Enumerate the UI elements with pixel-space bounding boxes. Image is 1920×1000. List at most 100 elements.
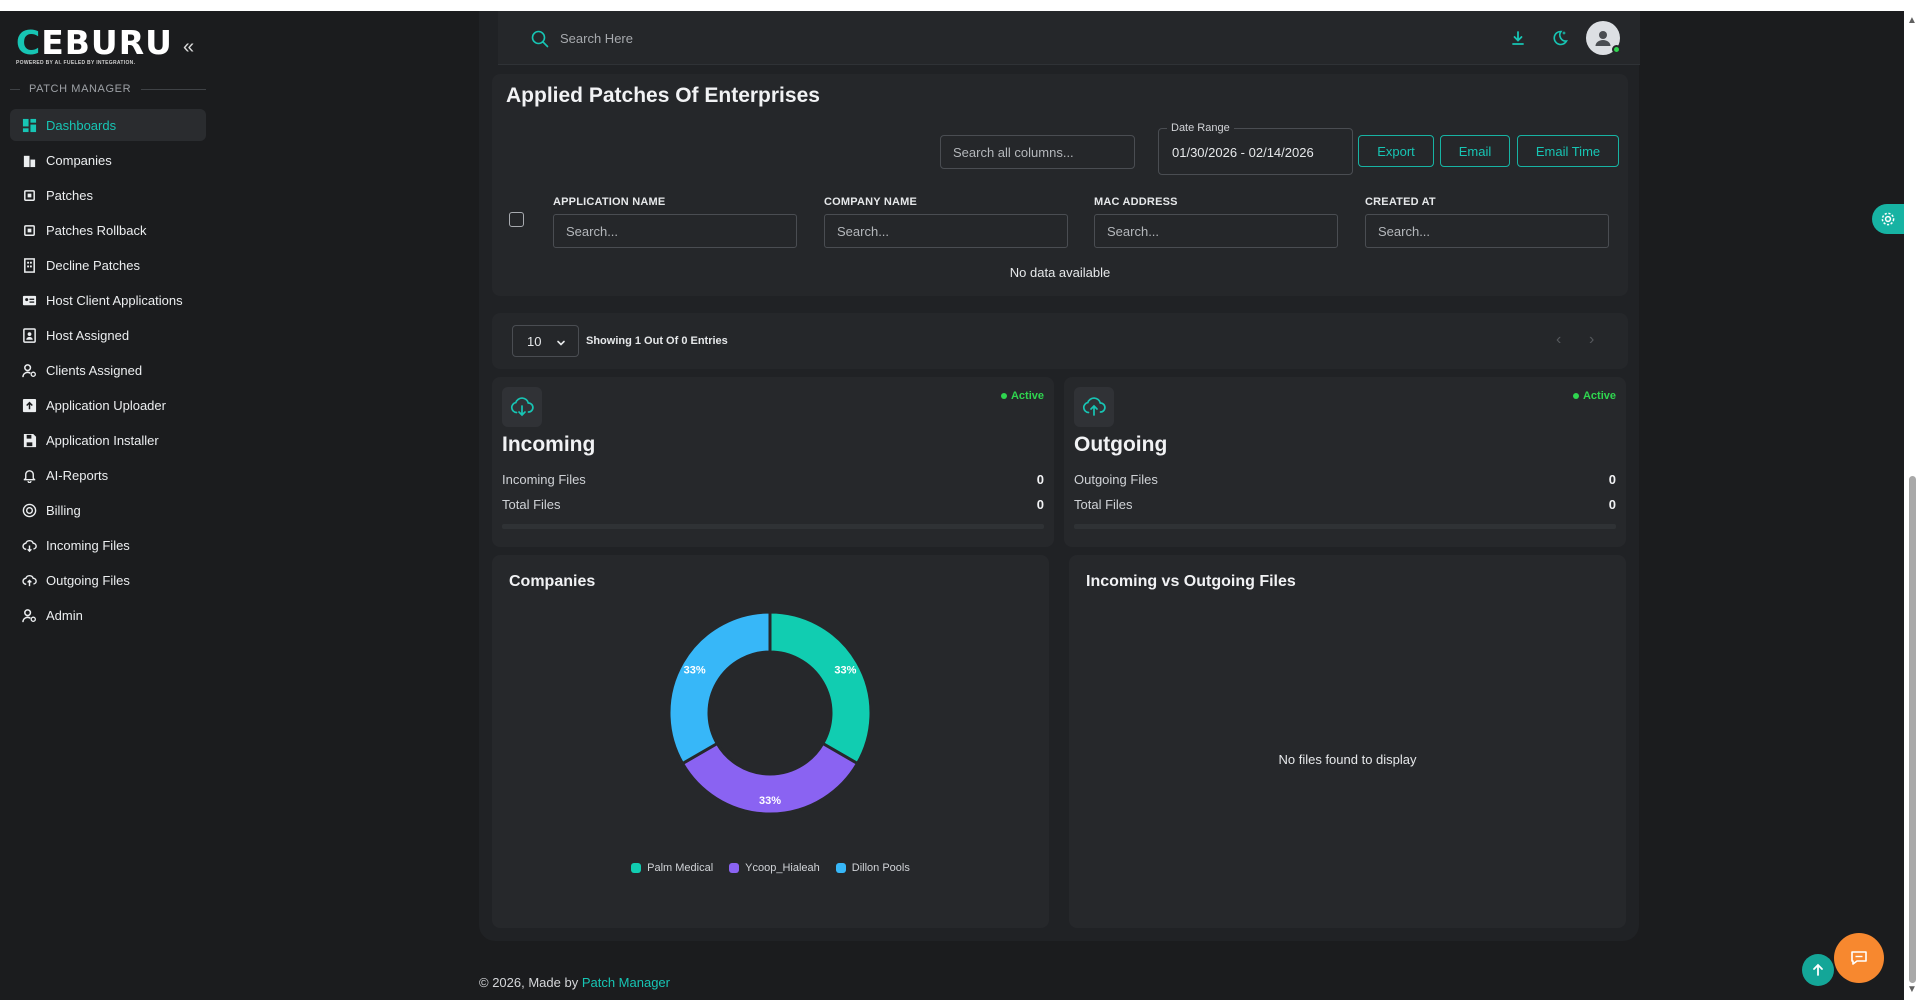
sidebar-item-label: Host Client Applications bbox=[46, 292, 183, 308]
sidebar-item-patches[interactable]: Patches bbox=[10, 179, 206, 211]
sidebar-item-application-installer[interactable]: Application Installer bbox=[10, 424, 206, 456]
chart-title: Incoming vs Outgoing Files bbox=[1086, 573, 1296, 590]
date-range-value: 01/30/2026 - 02/14/2026 bbox=[1172, 145, 1314, 160]
donut-slice-dillon-pools[interactable] bbox=[667, 610, 772, 766]
upload-box-icon bbox=[21, 397, 38, 414]
section-title-text: PATCH MANAGER bbox=[29, 83, 132, 95]
sidebar-item-decline-patches[interactable]: Decline Patches bbox=[10, 249, 206, 281]
column-header-created-at[interactable]: CREATED AT bbox=[1365, 196, 1436, 208]
progress-bar bbox=[1074, 524, 1616, 529]
user-gear-icon bbox=[21, 607, 38, 624]
settings-gear-button[interactable] bbox=[1872, 204, 1904, 234]
logo-tagline: POWERED BY AI. FUELED BY INTEGRATION. bbox=[16, 60, 136, 66]
scroll-thumb[interactable] bbox=[1909, 476, 1916, 983]
sidebar-item-dashboards[interactable]: Dashboards bbox=[10, 109, 206, 141]
scroll-down-arrow[interactable]: ▼ bbox=[1907, 984, 1917, 995]
donut-slice-palm-medical[interactable] bbox=[768, 610, 873, 766]
created-at-filter[interactable] bbox=[1365, 214, 1609, 248]
theme-toggle-icon[interactable] bbox=[1544, 22, 1576, 54]
select-all-checkbox[interactable] bbox=[509, 212, 524, 227]
sidebar-item-label: Admin bbox=[46, 607, 83, 623]
sidebar-item-label: Companies bbox=[46, 152, 112, 168]
company-name-filter[interactable] bbox=[824, 214, 1068, 248]
divider bbox=[10, 88, 20, 90]
empty-chart-message: No files found to display bbox=[1278, 752, 1417, 767]
date-range-picker[interactable]: Date Range 01/30/2026 - 02/14/2026 bbox=[1158, 122, 1353, 175]
sidebar-item-label: Application Installer bbox=[46, 432, 159, 448]
footer: © 2026, Made by Patch Manager bbox=[479, 975, 670, 990]
sidebar-item-patches-rollback[interactable]: Patches Rollback bbox=[10, 214, 206, 246]
grid-icon bbox=[21, 117, 38, 134]
scroll-to-top-button[interactable] bbox=[1802, 954, 1834, 986]
application-name-filter[interactable] bbox=[553, 214, 797, 248]
stat-row-value: 0 bbox=[1036, 472, 1044, 487]
user-gear-icon bbox=[21, 362, 38, 379]
footer-link[interactable]: Patch Manager bbox=[581, 975, 670, 990]
stat-title: Incoming bbox=[502, 433, 596, 456]
legend-item[interactable]: Ycoop_Hialeah bbox=[729, 862, 820, 874]
online-status-dot bbox=[1612, 45, 1621, 54]
column-header-application-name[interactable]: APPLICATION NAME bbox=[553, 196, 666, 208]
sidebar-item-label: Billing bbox=[46, 502, 81, 518]
sidebar-item-application-uploader[interactable]: Application Uploader bbox=[10, 389, 206, 421]
chart-legend: Palm Medical Ycoop_Hialeah Dillon Pools bbox=[492, 862, 1049, 874]
download-icon[interactable] bbox=[1502, 22, 1534, 54]
global-search-input[interactable] bbox=[560, 25, 960, 51]
sidebar-item-incoming-files[interactable]: Incoming Files bbox=[10, 529, 206, 561]
collapse-sidebar-button[interactable]: « bbox=[183, 36, 195, 58]
footer-text: © 2026, Made by bbox=[479, 975, 579, 990]
sidebar-item-host-client-applications[interactable]: Host Client Applications bbox=[10, 284, 206, 316]
date-range-label: Date Range bbox=[1167, 122, 1234, 134]
email-button[interactable]: Email bbox=[1440, 135, 1510, 167]
sidebar-item-label: Dashboards bbox=[46, 117, 117, 133]
legend-swatch bbox=[729, 863, 740, 873]
next-page-button[interactable]: › bbox=[1589, 331, 1595, 348]
search-all-columns-input[interactable] bbox=[940, 135, 1135, 169]
sidebar-item-ai-reports[interactable]: AI-Reports bbox=[10, 459, 206, 491]
applied-patches-card: Applied Patches Of Enterprises Date Rang… bbox=[492, 74, 1628, 296]
scroll-up-arrow[interactable]: ▲ bbox=[1907, 15, 1917, 26]
logo-wordmark: CEBURU bbox=[16, 23, 173, 62]
user-avatar[interactable] bbox=[1586, 21, 1621, 55]
incoming-vs-outgoing-card: Incoming vs Outgoing Files No files foun… bbox=[1069, 555, 1626, 928]
sidebar: CEBURU POWERED BY AI. FUELED BY INTEGRAT… bbox=[0, 11, 222, 1000]
page-title: Applied Patches Of Enterprises bbox=[506, 84, 820, 107]
email-time-button[interactable]: Email Time bbox=[1517, 135, 1619, 167]
sidebar-item-label: AI-Reports bbox=[46, 467, 109, 483]
page-scrollbar[interactable]: ▲ ▼ bbox=[1904, 11, 1920, 1000]
chat-button[interactable] bbox=[1834, 933, 1884, 983]
export-button[interactable]: Export bbox=[1358, 135, 1434, 167]
chart-title: Companies bbox=[509, 573, 596, 590]
sidebar-item-host-assigned[interactable]: Host Assigned bbox=[10, 319, 206, 351]
chip-icon bbox=[21, 187, 38, 204]
chip-icon bbox=[21, 222, 38, 239]
header-actions bbox=[1502, 21, 1621, 55]
sidebar-item-admin[interactable]: Admin bbox=[10, 599, 206, 631]
legend-label: Palm Medical bbox=[647, 862, 714, 874]
pagination-bar: 10 Showing 1 Out Of 0 Entries ‹ › bbox=[492, 313, 1628, 369]
stat-title: Outgoing bbox=[1074, 433, 1168, 456]
sidebar-item-companies[interactable]: Companies bbox=[10, 144, 206, 176]
mac-address-filter[interactable] bbox=[1094, 214, 1338, 248]
bell-icon bbox=[21, 467, 38, 484]
donut-slice-ycoop-hialeah[interactable] bbox=[680, 741, 860, 816]
legend-item[interactable]: Dillon Pools bbox=[835, 862, 910, 874]
sidebar-item-billing[interactable]: Billing bbox=[10, 494, 206, 526]
cloud-upload-icon bbox=[1074, 387, 1114, 427]
column-header-mac-address[interactable]: MAC ADDRESS bbox=[1094, 196, 1178, 208]
logo[interactable]: CEBURU POWERED BY AI. FUELED BY INTEGRAT… bbox=[16, 23, 173, 66]
page-size-select[interactable]: 10 bbox=[512, 325, 579, 357]
column-header-company-name[interactable]: COMPANY NAME bbox=[824, 196, 918, 208]
previous-page-button[interactable]: ‹ bbox=[1556, 331, 1562, 348]
page-size-value: 10 bbox=[527, 333, 542, 349]
status-dot bbox=[1572, 393, 1579, 399]
chevron-down-icon bbox=[556, 336, 566, 351]
sidebar-item-outgoing-files[interactable]: Outgoing Files bbox=[10, 564, 206, 596]
arrow-up-icon bbox=[1813, 963, 1823, 976]
stat-row-label: Total Files bbox=[1074, 497, 1133, 512]
legend-item[interactable]: Palm Medical bbox=[631, 862, 713, 874]
status-text: Active bbox=[1582, 390, 1616, 402]
sidebar-item-clients-assigned[interactable]: Clients Assigned bbox=[10, 354, 206, 386]
gear-icon bbox=[1881, 212, 1895, 226]
sidebar-section-title: PATCH MANAGER bbox=[10, 83, 206, 95]
